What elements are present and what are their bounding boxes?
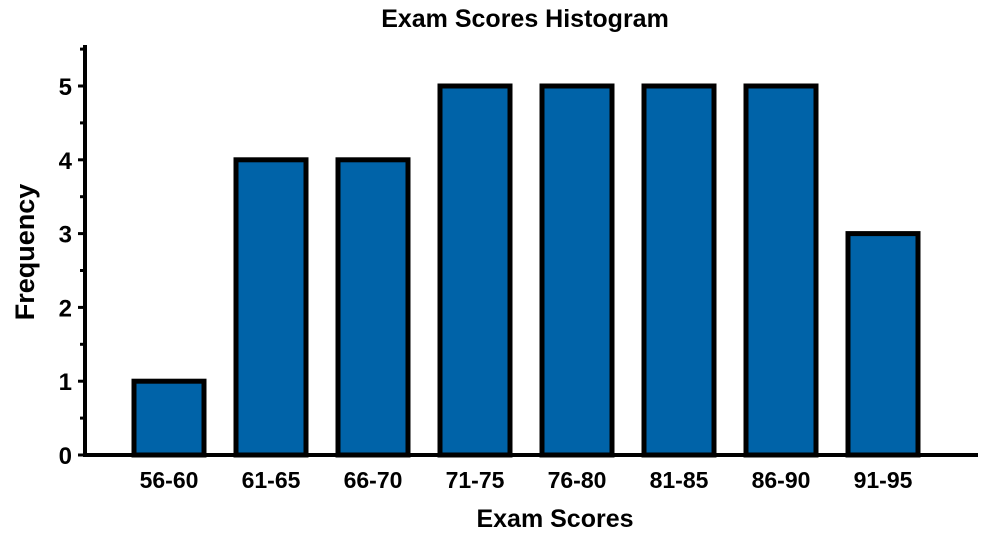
bar-71-75 — [437, 83, 513, 458]
y-tick-label: 0 — [59, 443, 72, 470]
x-tick-label: 56-60 — [140, 467, 199, 493]
y-tick-label: 4 — [59, 148, 73, 175]
y-tick-label: 3 — [59, 222, 72, 249]
y-tick-label: 1 — [59, 369, 72, 396]
ticks-layer: 56-60 61-65 66-70 71-75 76-80 81-85 86-90 91-95… — [59, 47, 913, 493]
x-tick-label: 66-70 — [344, 467, 403, 493]
y-axis-label: Frequency — [10, 184, 40, 321]
x-tick-label: 71-75 — [446, 467, 505, 493]
bar-66-70 — [335, 157, 411, 458]
x-tick-label: 81-85 — [650, 467, 709, 493]
bar-76-80 — [539, 83, 615, 458]
bar-56-60 — [131, 378, 207, 458]
bar-91-95 — [845, 231, 921, 458]
x-tick-label: 61-65 — [242, 467, 301, 493]
chart-title: Exam Scores Histogram — [381, 5, 669, 33]
x-axis-label: Exam Scores — [476, 505, 633, 533]
bars-layer — [131, 83, 921, 458]
axes-layer — [83, 45, 978, 457]
bar-61-65 — [233, 157, 309, 458]
x-tick-label: 86-90 — [752, 467, 811, 493]
bar-86-90 — [743, 83, 819, 458]
x-tick-label: 91-95 — [854, 467, 913, 493]
bar-81-85 — [641, 83, 717, 458]
y-tick-label: 5 — [59, 74, 72, 101]
y-tick-label: 2 — [59, 295, 72, 322]
x-tick-label: 76-80 — [548, 467, 607, 493]
